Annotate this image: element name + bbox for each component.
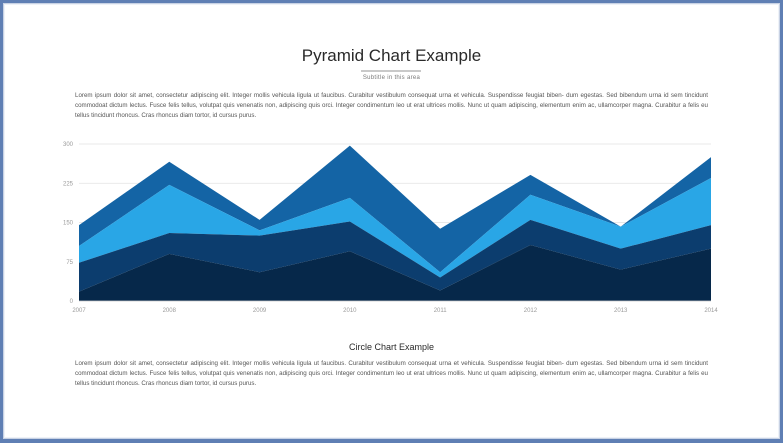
page-subtitle: Subtitle in this area [362,75,421,81]
area-series-1 [79,245,711,301]
page-title: Pyramid Chart Example [301,46,482,65]
x-tick-label: 2010 [343,308,357,314]
stacked-area-chart: 0 75 150 225 300 2007 2008 2009 2010 2011 2012 2013… [63,142,718,314]
y-tick-label: 225 [63,181,74,187]
area-series-2 [79,219,711,292]
area-series-4 [79,145,711,273]
x-tick-label: 2011 [434,308,448,314]
x-tick-label: 2008 [163,308,177,314]
y-tick-label: 300 [63,142,74,148]
section-paragraph: Lorem ipsum dolor sit amet, consectetur … [75,360,708,387]
intro-paragraph: Lorem ipsum dolor sit amet, consectetur … [75,92,708,119]
x-tick-label: 2009 [253,308,267,314]
x-tick-label: 2014 [704,308,718,314]
y-tick-label: 75 [66,260,73,266]
x-tick-label: 2013 [614,308,628,314]
y-tick-label: 150 [63,221,74,227]
x-tick-label: 2007 [72,308,86,314]
x-tick-label: 2012 [524,308,538,314]
subtitle-divider [361,70,421,72]
slide-frame: Pyramid Chart Example Subtitle in this a… [3,3,780,439]
y-tick-label: 0 [70,299,74,305]
section-title: Circle Chart Example [348,342,435,352]
area-series-3 [79,178,711,278]
